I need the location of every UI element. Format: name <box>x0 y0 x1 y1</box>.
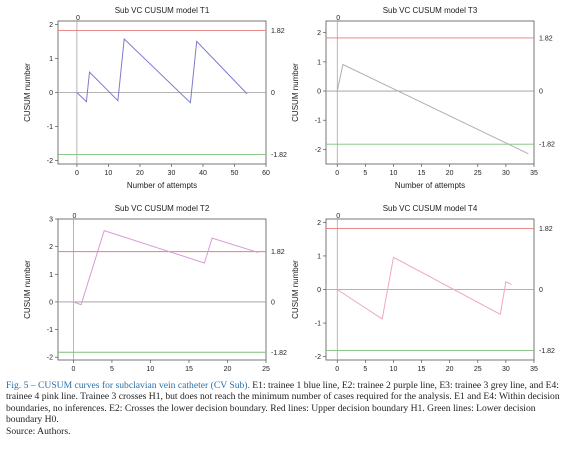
chart1-x-tick-label: 50 <box>231 170 239 177</box>
chart4-x-tick-label: 10 <box>390 366 398 373</box>
chart1-top-label: 0 <box>76 15 80 22</box>
chart4-x-tick-label: 5 <box>363 366 367 373</box>
chart1-zero-label: 0 <box>271 90 275 97</box>
chart3-x-tick-label: 5 <box>110 366 114 373</box>
chart1-cusum-line <box>76 37 248 104</box>
chart3-y-tick-label: 3 <box>49 217 53 224</box>
chart2-x-tick-label: 35 <box>530 170 538 177</box>
chart1-h1-label: 1.82 <box>271 28 285 35</box>
chart1-y-tick-label: -1 <box>47 124 53 131</box>
chart1-y-tick-label: -2 <box>47 158 53 165</box>
chart4-y-tick-label: 2 <box>317 220 321 227</box>
chart1-title: Sub VC CUSUM model T1 <box>115 6 210 15</box>
chart2-h1-label: 1.82 <box>539 35 553 42</box>
chart4-cusum-line <box>336 256 512 320</box>
chart1-x-tick-label: 20 <box>136 170 144 177</box>
chart3-x-tick-label: 10 <box>147 366 155 373</box>
caption-lead: Fig. 5 – CUSUM curves for subclavian vei… <box>6 380 250 391</box>
chart2-y-tick-label: 2 <box>317 30 321 37</box>
chart2-cusum-line <box>336 63 529 155</box>
chart3-cusum-line <box>73 229 259 306</box>
chart3-y-tick-label: -2 <box>47 355 53 362</box>
chart2-x-tick-label: 15 <box>418 170 426 177</box>
chart1-y-tick-label: 2 <box>49 22 53 29</box>
chart2-y-tick-label: 1 <box>317 59 321 66</box>
chart4-x-tick-label: 30 <box>502 366 510 373</box>
chart3-h0-label: -1.82 <box>271 350 287 357</box>
chart1-y-axis-label: CUSUM number <box>23 63 32 122</box>
chart2-plot-frame <box>325 20 535 165</box>
chart1-y-tick-label: 0 <box>49 90 53 97</box>
chart4-y-axis-label: CUSUM number <box>291 260 300 319</box>
chart4-y-tick-label: 1 <box>317 253 321 260</box>
chart4-top-label: 0 <box>336 213 340 220</box>
chart4-title: Sub VC CUSUM model T4 <box>383 204 478 213</box>
caption-body: E1: trainee 1 blue line, E2: trainee 2 p… <box>6 380 560 426</box>
chart2-x-tick-label: 5 <box>363 170 367 177</box>
chart1-y-tick-label: 1 <box>49 56 53 63</box>
chart3-plot-frame <box>57 218 267 361</box>
chart3-x-tick-label: 15 <box>185 366 193 373</box>
chart3-top-label: 0 <box>72 213 76 220</box>
caption-source: Source: Authors. <box>6 425 71 437</box>
chart2-y-axis-label: CUSUM number <box>291 63 300 122</box>
chart3-y-tick-label: 1 <box>49 272 53 279</box>
chart2-x-tick-label: 25 <box>474 170 482 177</box>
chart3-y-tick-label: 2 <box>49 244 53 251</box>
chart1-x-axis-label: Number of attempts <box>127 181 197 190</box>
chart4-x-tick-label: 0 <box>335 366 339 373</box>
chart2-x-tick-label: 30 <box>502 170 510 177</box>
chart1-x-tick-label: 10 <box>105 170 113 177</box>
chart4-h1-label: 1.82 <box>539 226 553 233</box>
chart2-x-axis-label: Number of attempts <box>395 181 465 190</box>
chart2-h0-label: -1.82 <box>539 142 555 149</box>
chart1-x-tick-label: 0 <box>75 170 79 177</box>
chart3-y-axis-label: CUSUM number <box>23 260 32 319</box>
figure-caption: Fig. 5 – CUSUM curves for subclavian vei… <box>6 380 562 437</box>
chart3-x-tick-label: 20 <box>224 366 232 373</box>
chart3-y-tick-label: -1 <box>47 327 53 334</box>
chart3-h1-label: 1.82 <box>271 249 285 256</box>
chart2-y-tick-label: -2 <box>315 147 321 154</box>
chart1-x-tick-label: 60 <box>262 170 270 177</box>
chart4-x-axis-label: Number of attempts <box>395 377 465 378</box>
chart1-x-tick-label: 30 <box>168 170 176 177</box>
chart4-y-tick-label: 0 <box>317 287 321 294</box>
chart2-zero-label: 0 <box>539 89 543 96</box>
chart4-x-tick-label: 15 <box>418 366 426 373</box>
chart2-x-tick-label: 20 <box>446 170 454 177</box>
chart3-title: Sub VC CUSUM model T2 <box>115 204 210 213</box>
chart3-zero-label: 0 <box>271 299 275 306</box>
chart4-x-tick-label: 35 <box>530 366 538 373</box>
chart2-x-tick-label: 0 <box>335 170 339 177</box>
chart2-y-tick-label: -1 <box>315 118 321 125</box>
chart4-x-tick-label: 25 <box>474 366 482 373</box>
chart1-h0-label: -1.82 <box>271 152 287 159</box>
chart4-zero-label: 0 <box>539 287 543 294</box>
chart2-top-label: 0 <box>336 15 340 22</box>
chart4-h0-label: -1.82 <box>539 348 555 355</box>
chart3-x-tick-label: 0 <box>71 366 75 373</box>
chart2-x-tick-label: 10 <box>390 170 398 177</box>
chart3-x-tick-label: 25 <box>262 366 270 373</box>
chart1-x-tick-label: 40 <box>199 170 207 177</box>
chart4-y-tick-label: -2 <box>315 354 321 361</box>
chart2-title: Sub VC CUSUM model T3 <box>383 6 478 15</box>
chart4-x-tick-label: 20 <box>446 366 454 373</box>
figure: Sub VC CUSUM model T1 0 1.82 0 -1.82 0 10 20 30 4… <box>23 6 555 386</box>
chart3-x-axis-label: Number of attempts <box>127 377 197 378</box>
chart3-y-tick-label: 0 <box>49 299 53 306</box>
chart2-y-tick-label: 0 <box>317 89 321 96</box>
chart4-y-tick-label: -1 <box>315 321 321 328</box>
